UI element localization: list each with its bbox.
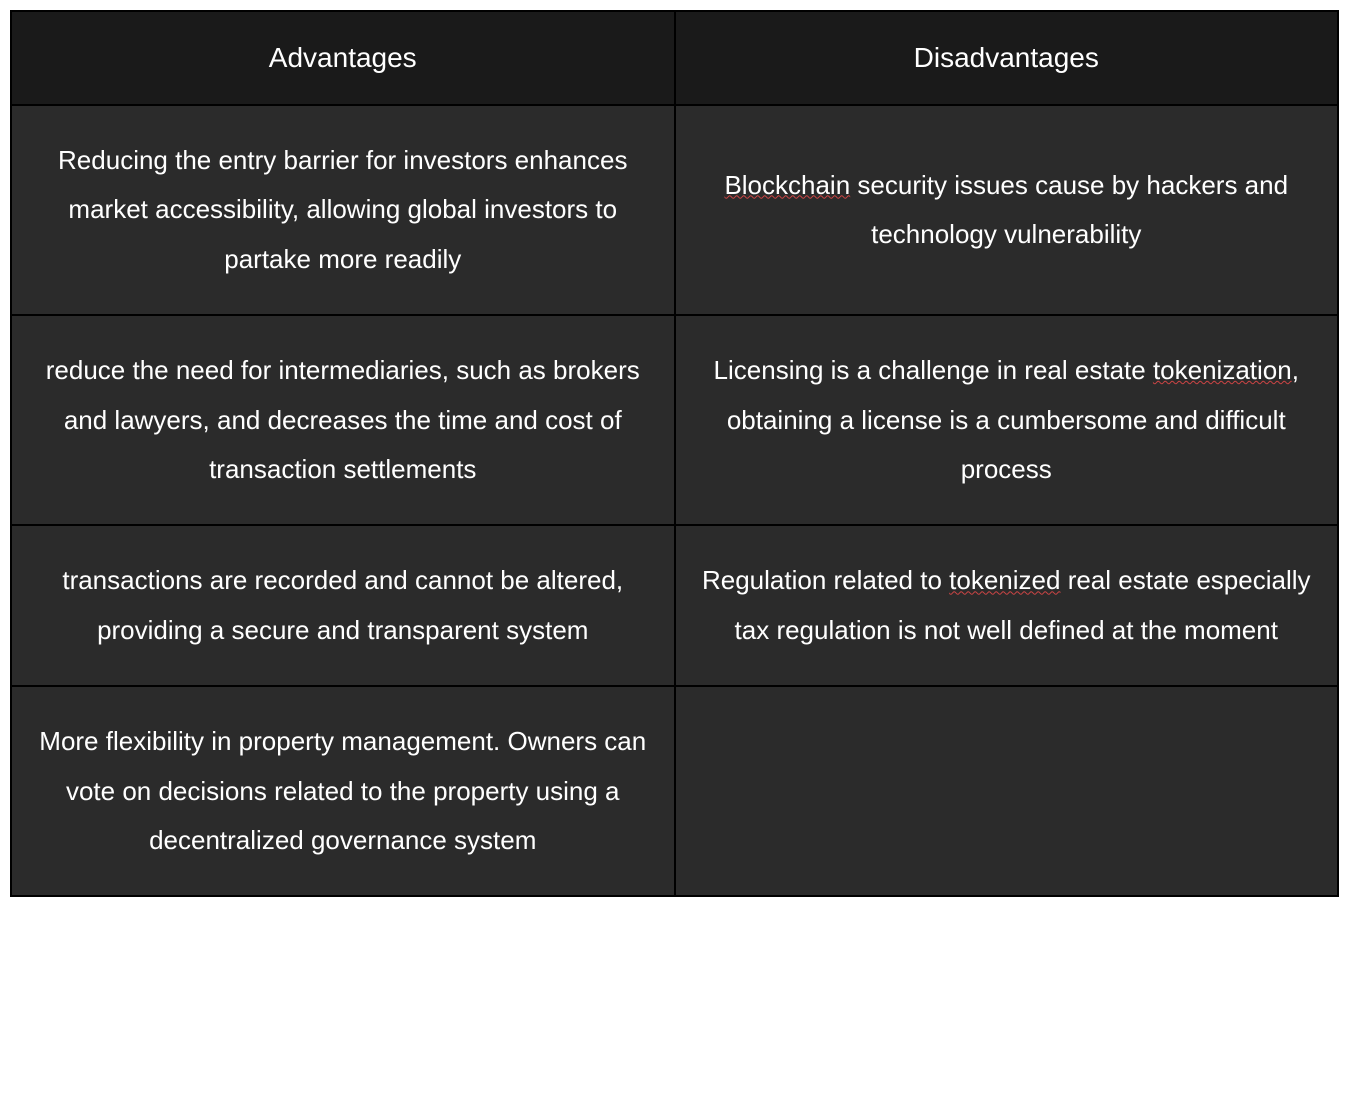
table-row: reduce the need for intermediaries, such…	[11, 315, 1338, 525]
underlined-word: tokenization	[1153, 355, 1292, 385]
table-row: Reducing the entry barrier for investors…	[11, 105, 1338, 315]
text-pre: Regulation related to	[702, 565, 949, 595]
advantage-cell: Reducing the entry barrier for investors…	[11, 105, 675, 315]
text-pre: Licensing is a challenge in real estate	[714, 355, 1153, 385]
advantage-cell: transactions are recorded and cannot be …	[11, 525, 675, 686]
advantage-cell: More flexibility in property management.…	[11, 686, 675, 896]
text-post: security issues cause by hackers and tec…	[850, 170, 1288, 249]
advantage-cell: reduce the need for intermediaries, such…	[11, 315, 675, 525]
table-row: More flexibility in property management.…	[11, 686, 1338, 896]
header-disadvantages: Disadvantages	[675, 11, 1339, 105]
disadvantage-cell: Blockchain security issues cause by hack…	[675, 105, 1339, 315]
table-row: transactions are recorded and cannot be …	[11, 525, 1338, 686]
underlined-word: Blockchain	[724, 170, 850, 200]
disadvantage-cell: Licensing is a challenge in real estate …	[675, 315, 1339, 525]
comparison-table: Advantages Disadvantages Reducing the en…	[10, 10, 1339, 897]
disadvantage-cell: Regulation related to tokenized real est…	[675, 525, 1339, 686]
header-advantages: Advantages	[11, 11, 675, 105]
disadvantage-cell	[675, 686, 1339, 896]
table-header-row: Advantages Disadvantages	[11, 11, 1338, 105]
underlined-word: tokenized	[949, 565, 1060, 595]
